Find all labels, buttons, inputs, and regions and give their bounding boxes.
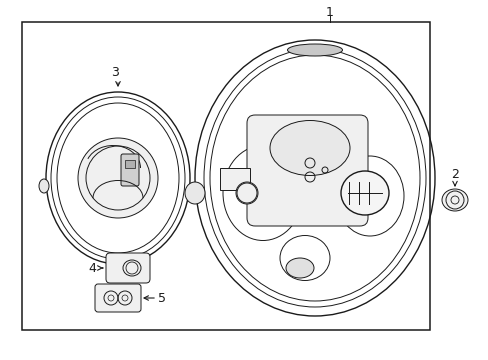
Ellipse shape [236, 182, 258, 204]
Bar [22, 22, 429, 330]
Ellipse shape [287, 44, 342, 56]
Ellipse shape [39, 179, 49, 193]
Ellipse shape [223, 145, 303, 240]
Ellipse shape [269, 121, 349, 175]
Text: 1: 1 [325, 5, 333, 18]
Ellipse shape [285, 258, 313, 278]
Bar [220, 168, 249, 190]
Circle shape [78, 138, 158, 218]
FancyBboxPatch shape [95, 284, 141, 312]
Ellipse shape [280, 235, 329, 280]
Ellipse shape [441, 189, 467, 211]
Ellipse shape [335, 156, 403, 236]
Text: 2: 2 [450, 168, 458, 181]
Text: 4: 4 [88, 261, 96, 274]
Bar [125, 160, 135, 168]
FancyBboxPatch shape [106, 253, 150, 283]
Ellipse shape [340, 171, 388, 215]
FancyBboxPatch shape [246, 115, 367, 226]
Text: 5: 5 [158, 292, 165, 305]
Ellipse shape [184, 182, 204, 204]
Text: 3: 3 [111, 66, 119, 78]
FancyBboxPatch shape [121, 154, 139, 186]
